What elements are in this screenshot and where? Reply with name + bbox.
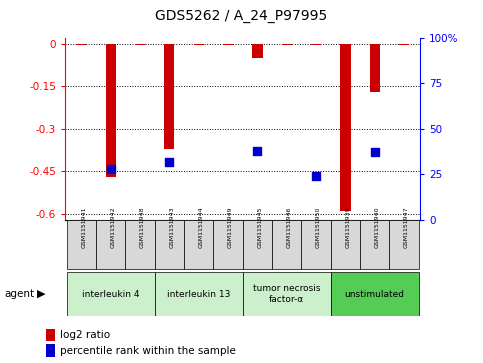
Text: GSM1151949: GSM1151949 (228, 206, 233, 248)
Bar (331, 220, 360, 269)
Bar (399, 44, 409, 45)
Bar (369, 44, 380, 92)
Text: GSM1151939: GSM1151939 (345, 206, 350, 248)
Bar (340, 44, 351, 211)
Point (254, 148, 261, 154)
Text: GSM1151945: GSM1151945 (257, 206, 262, 248)
Text: GSM1151944: GSM1151944 (199, 206, 204, 248)
Bar (155, 272, 242, 316)
Text: percentile rank within the sample: percentile rank within the sample (59, 346, 236, 355)
Bar (213, 220, 242, 269)
Bar (194, 44, 204, 45)
Text: GSM1151948: GSM1151948 (140, 206, 145, 248)
Point (166, 159, 173, 164)
Bar (67, 272, 155, 316)
Bar (96, 220, 126, 269)
Bar (135, 44, 145, 45)
Text: agent: agent (5, 289, 35, 299)
Bar (45, 344, 55, 357)
Text: log2 ratio: log2 ratio (59, 330, 110, 340)
Bar (272, 220, 301, 269)
Bar (331, 272, 419, 316)
Bar (106, 44, 116, 177)
Bar (76, 44, 86, 45)
Text: GSM1151942: GSM1151942 (111, 206, 116, 248)
Bar (164, 44, 174, 149)
Bar (360, 220, 389, 269)
Bar (126, 220, 155, 269)
Text: GSM1151950: GSM1151950 (316, 206, 321, 248)
Text: tumor necrosis
factor-α: tumor necrosis factor-α (253, 284, 320, 304)
Bar (155, 220, 184, 269)
Point (312, 173, 320, 179)
Text: interleukin 4: interleukin 4 (82, 290, 140, 298)
Text: GSM1151947: GSM1151947 (404, 206, 409, 248)
Bar (223, 44, 233, 45)
Text: unstimulated: unstimulated (345, 290, 405, 298)
Bar (252, 44, 263, 58)
Bar (311, 44, 321, 45)
Point (371, 150, 379, 155)
Point (107, 166, 114, 172)
Bar (242, 220, 272, 269)
Bar (282, 44, 292, 45)
Bar (389, 220, 419, 269)
Text: interleukin 13: interleukin 13 (167, 290, 230, 298)
Text: ▶: ▶ (37, 289, 46, 299)
Bar (242, 272, 331, 316)
Bar (184, 220, 213, 269)
Bar (301, 220, 331, 269)
Text: GSM1151940: GSM1151940 (375, 206, 380, 248)
Text: GDS5262 / A_24_P97995: GDS5262 / A_24_P97995 (156, 9, 327, 23)
Text: GSM1151941: GSM1151941 (81, 206, 86, 248)
Bar (45, 329, 55, 341)
Bar (67, 220, 96, 269)
Text: GSM1151946: GSM1151946 (287, 206, 292, 248)
Text: GSM1151943: GSM1151943 (170, 206, 174, 248)
